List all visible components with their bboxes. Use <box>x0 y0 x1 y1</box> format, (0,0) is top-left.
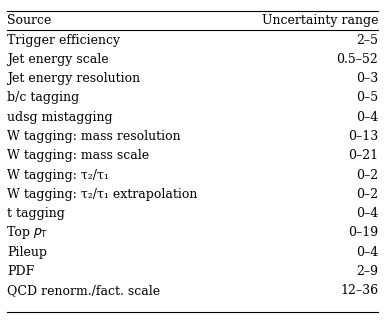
Text: 12–36: 12–36 <box>340 284 378 297</box>
Text: Source: Source <box>7 14 51 27</box>
Text: QCD renorm./fact. scale: QCD renorm./fact. scale <box>7 284 160 297</box>
Text: 0–4: 0–4 <box>356 246 378 259</box>
Text: Uncertainty range: Uncertainty range <box>261 14 378 27</box>
Text: 0–21: 0–21 <box>348 149 378 162</box>
Text: udsg mistagging: udsg mistagging <box>7 111 112 124</box>
Text: W tagging: τ₂/τ₁: W tagging: τ₂/τ₁ <box>7 169 109 181</box>
Text: Jet energy resolution: Jet energy resolution <box>7 72 140 85</box>
Text: 0–13: 0–13 <box>348 130 378 143</box>
Text: 0–5: 0–5 <box>356 92 378 104</box>
Text: $p_\mathrm{T}$: $p_\mathrm{T}$ <box>33 226 49 240</box>
Text: 2–5: 2–5 <box>356 34 378 47</box>
Text: Pileup: Pileup <box>7 246 47 259</box>
Text: 0–4: 0–4 <box>356 207 378 220</box>
Text: t tagging: t tagging <box>7 207 65 220</box>
Text: 0–2: 0–2 <box>356 188 378 201</box>
Text: W tagging: mass scale: W tagging: mass scale <box>7 149 149 162</box>
Text: 2–9: 2–9 <box>356 265 378 278</box>
Text: 0–19: 0–19 <box>348 227 378 239</box>
Text: Top: Top <box>7 227 34 239</box>
Text: 0–2: 0–2 <box>356 169 378 181</box>
Text: 0–4: 0–4 <box>356 111 378 124</box>
Text: b/c tagging: b/c tagging <box>7 92 79 104</box>
Text: W tagging: τ₂/τ₁ extrapolation: W tagging: τ₂/τ₁ extrapolation <box>7 188 197 201</box>
Text: 0.5–52: 0.5–52 <box>336 53 378 66</box>
Text: PDF: PDF <box>7 265 34 278</box>
Text: Trigger efficiency: Trigger efficiency <box>7 34 120 47</box>
Text: W tagging: mass resolution: W tagging: mass resolution <box>7 130 181 143</box>
Text: 0–3: 0–3 <box>356 72 378 85</box>
Text: Jet energy scale: Jet energy scale <box>7 53 109 66</box>
